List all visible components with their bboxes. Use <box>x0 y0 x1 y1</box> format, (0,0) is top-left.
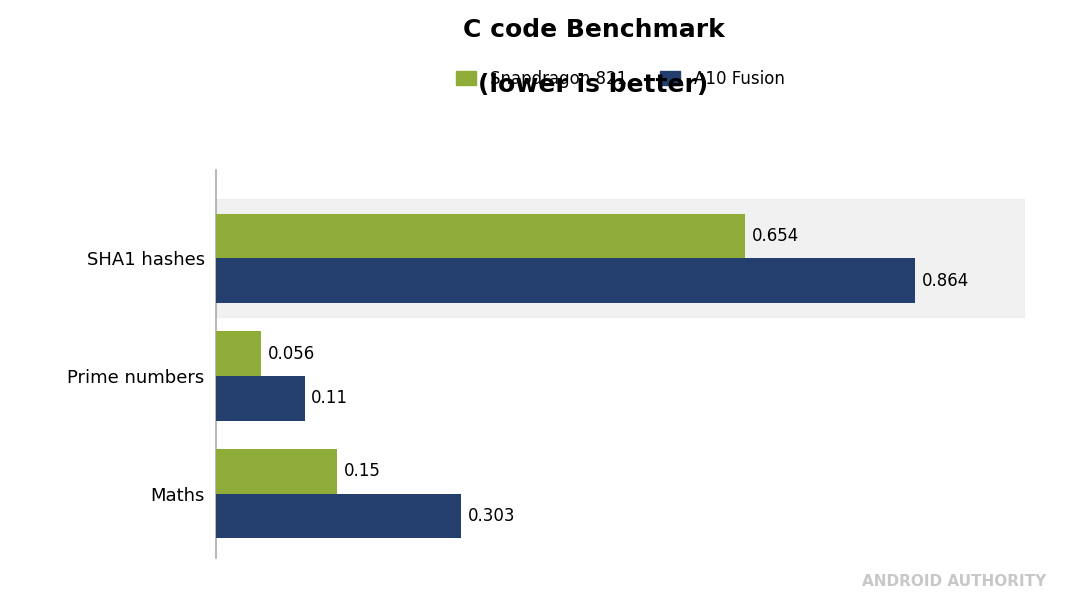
Text: 0.303: 0.303 <box>467 507 515 525</box>
Text: 0.056: 0.056 <box>268 345 315 362</box>
Text: 0.11: 0.11 <box>312 389 349 407</box>
Text: 0.864: 0.864 <box>921 271 969 290</box>
Bar <box>216 449 337 493</box>
Text: 0.654: 0.654 <box>751 227 798 245</box>
Text: 0.15: 0.15 <box>344 463 381 480</box>
Text: (lower is better): (lower is better) <box>478 73 709 97</box>
Bar <box>216 331 261 376</box>
Bar <box>216 214 746 258</box>
Bar <box>216 493 461 538</box>
Text: ANDROID AUTHORITY: ANDROID AUTHORITY <box>862 574 1047 589</box>
Legend: Snapdragon 821, A10 Fusion: Snapdragon 821, A10 Fusion <box>456 70 784 87</box>
Bar <box>216 376 304 421</box>
Bar <box>216 258 915 303</box>
Bar <box>216 199 1025 317</box>
Text: C code Benchmark: C code Benchmark <box>463 18 724 42</box>
